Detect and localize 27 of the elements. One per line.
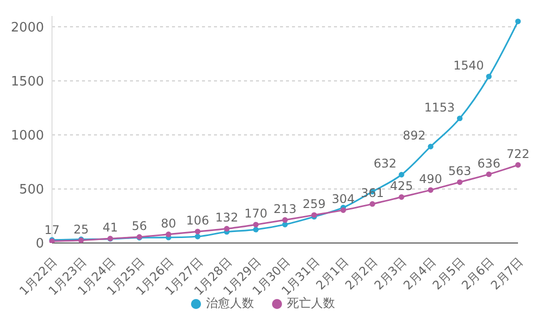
data-label: 892 [402, 128, 426, 143]
data-label: 132 [215, 210, 238, 225]
data-label: 170 [244, 206, 268, 221]
data-label: 259 [302, 197, 326, 212]
y-tick-label: 1500 [10, 74, 44, 90]
data-label: 41 [102, 220, 118, 235]
legend-label: 死亡人数 [286, 295, 335, 312]
data-label: 632 [374, 156, 396, 171]
y-tick-label: 500 [19, 182, 44, 198]
data-label: 490 [419, 172, 442, 186]
legend-label: 治愈人数 [206, 296, 254, 310]
data-label: 25 [73, 222, 89, 236]
data-label: 425 [390, 179, 413, 194]
data-label: 213 [274, 202, 296, 216]
y-tick-label: 1000 [10, 128, 44, 144]
data-label: 1153 [424, 100, 455, 114]
y-tick-label: 0 [36, 236, 44, 252]
data-label: 17 [44, 223, 60, 238]
data-label: 56 [132, 218, 148, 233]
data-label: 304 [332, 192, 355, 206]
data-label: 722 [506, 146, 530, 161]
y-tick-label: 2000 [10, 20, 44, 36]
data-label: 80 [160, 216, 176, 230]
data-label: 563 [448, 164, 472, 178]
data-label: 1540 [453, 58, 484, 73]
data-label: 106 [186, 214, 210, 228]
data-label: 636 [477, 156, 500, 170]
